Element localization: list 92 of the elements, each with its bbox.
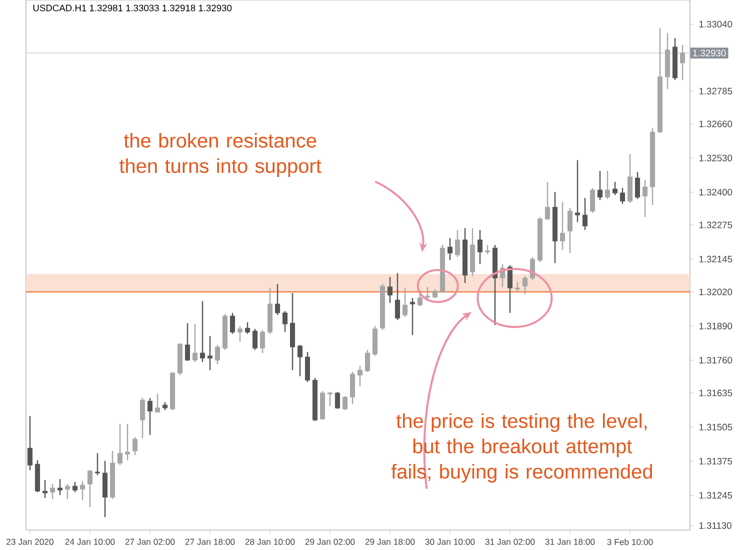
candlestick	[50, 483, 56, 500]
candlestick	[402, 287, 408, 318]
candlestick	[290, 292, 296, 371]
candlestick	[394, 272, 400, 321]
candlestick	[334, 391, 340, 410]
candlestick	[514, 281, 520, 292]
ref-line-label: 1.32930	[693, 50, 726, 56]
candlestick	[634, 171, 640, 200]
candlestick	[612, 181, 618, 196]
y-tick-label: 1.32660	[699, 120, 732, 128]
y-tick-label: 1.33040	[699, 20, 732, 28]
candlestick	[342, 396, 348, 411]
annotation: the price is testing the level, but the breakout attempt fails; buying is recommended	[391, 413, 652, 483]
candlestick	[140, 397, 146, 439]
candlestick	[447, 237, 453, 261]
candlestick	[27, 415, 33, 471]
candlestick	[357, 365, 363, 387]
candlestick	[244, 321, 250, 335]
candlestick	[260, 329, 266, 354]
candlestick	[454, 229, 460, 258]
x-tick-label: 28 Jan 10:00	[245, 538, 295, 545]
candlestick	[214, 344, 220, 365]
x-tick-label: 24 Jan 10:00	[65, 538, 115, 545]
candlestick	[544, 181, 550, 221]
candlestick	[57, 478, 63, 496]
candlestick	[477, 229, 483, 265]
candlestick	[604, 170, 610, 200]
candlestick	[282, 310, 288, 333]
y-tick-label: 1.31635	[699, 390, 732, 396]
candlestick	[297, 344, 303, 377]
x-tick-label: 27 Jan 02:00	[125, 538, 175, 545]
candlestick	[387, 276, 393, 304]
x-tick-label: 29 Jan 02:00	[305, 538, 355, 545]
candlestick	[42, 480, 48, 499]
y-tick-label: 1.32275	[699, 222, 732, 228]
candlestick	[597, 170, 603, 201]
candlestick	[184, 322, 190, 362]
y-tick-label: 1.31760	[699, 356, 732, 364]
x-tick-label: 3 Feb 10:00	[607, 538, 653, 546]
candlestick	[567, 207, 573, 254]
candlestick	[680, 44, 686, 81]
candlestick	[582, 197, 588, 231]
candlestick	[72, 481, 78, 493]
candlestick	[507, 264, 513, 314]
y-tick-label: 1.31890	[699, 322, 732, 330]
y-tick-label: 1.31245	[699, 492, 732, 499]
x-tick-label: 30 Jan 10:00	[425, 538, 475, 545]
candlestick	[560, 202, 566, 250]
candlestick	[117, 423, 123, 466]
annotation: the broken resistance then turns into support	[119, 133, 322, 177]
y-tick-label: 1.32020	[699, 288, 732, 296]
y-tick-label: 1.32785	[699, 88, 732, 94]
x-tick-label: 27 Jan 18:00	[185, 538, 235, 545]
candlestick	[207, 335, 213, 371]
chart-title: USDCAD.H1 1.32981 1.33033 1.32918 1.32930	[33, 4, 232, 12]
candlestick	[590, 187, 596, 214]
y-tick-label: 1.31130	[699, 522, 732, 529]
candlestick	[364, 349, 370, 373]
candlestick	[237, 325, 243, 343]
candlestick	[304, 351, 310, 383]
candlestick	[424, 286, 430, 300]
candlestick	[124, 423, 130, 461]
candlestick	[642, 179, 648, 218]
y-tick-label: 1.32145	[699, 256, 732, 262]
candlestick	[154, 393, 160, 413]
candlestick	[327, 391, 333, 407]
y-tick-label: 1.31375	[699, 458, 732, 465]
candlestick	[410, 297, 416, 336]
x-tick-label: 31 Jan 02:00	[485, 538, 535, 545]
x-tick-label: 31 Jan 18:00	[545, 538, 595, 545]
candlestick	[192, 323, 198, 363]
candlestick	[230, 312, 236, 335]
candlestick	[574, 160, 580, 223]
y-tick-label: 1.31505	[699, 424, 732, 430]
candlestick	[147, 397, 153, 436]
x-tick-label: 23 Jan 2020	[6, 538, 54, 545]
y-tick-label: 1.32530	[699, 154, 732, 162]
x-tick-label: 29 Jan 18:00	[365, 538, 415, 545]
candlestick	[274, 283, 280, 316]
candlestick	[620, 187, 626, 205]
candlestick	[252, 328, 258, 351]
candlestick	[350, 371, 356, 405]
y-tick-label: 1.32400	[699, 188, 732, 196]
candlestick	[94, 452, 100, 476]
candlestick	[522, 276, 528, 295]
candlestick	[80, 480, 86, 501]
candlestick	[484, 244, 490, 255]
candlestick	[417, 289, 423, 307]
candlestick	[64, 483, 70, 500]
candlestick	[200, 300, 206, 363]
candlestick	[132, 436, 138, 456]
candlestick	[87, 470, 93, 508]
